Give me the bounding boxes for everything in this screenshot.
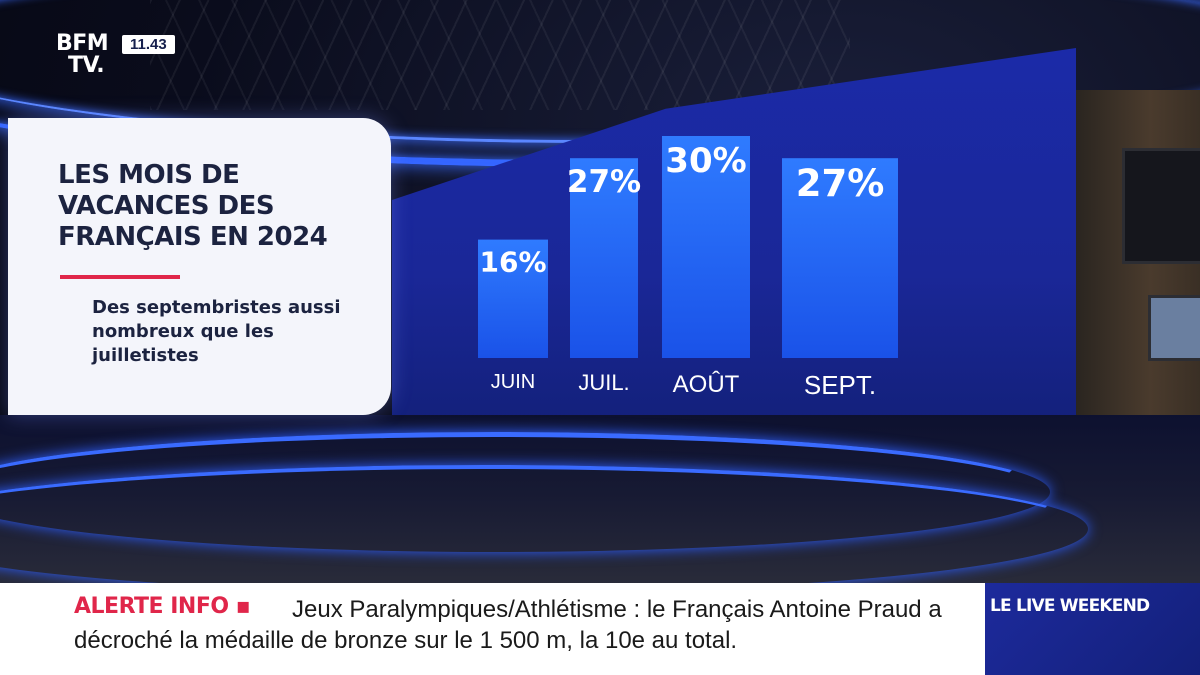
news-ticker <box>0 583 985 675</box>
bar-value-label: 27% <box>567 164 641 200</box>
ticker-headline: Jeux Paralympiques/Athlétisme : le Franç… <box>74 596 942 654</box>
bfmtv-logo: BFM TV. <box>56 31 109 78</box>
program-badge <box>985 583 1200 675</box>
alert-label: ALERTE INFO ▪ <box>74 594 251 619</box>
title-panel <box>8 118 391 415</box>
category-label: JUIN <box>491 371 535 393</box>
floor-neon-ring <box>0 432 1050 552</box>
category-label: SEPT. <box>804 370 876 400</box>
broadcast-clock: 11.43 <box>122 35 175 54</box>
floor-neon-ring-outer <box>0 465 1088 593</box>
category-label: JUIL. <box>578 370 629 395</box>
bar-juil <box>570 158 638 358</box>
studio-monitor-small <box>1148 295 1200 361</box>
bar-août <box>662 136 750 358</box>
bar-value-label: 30% <box>665 141 746 181</box>
bar-sept <box>782 158 898 358</box>
bar-value-label: 16% <box>479 246 546 279</box>
category-label: AOÛT <box>673 370 740 398</box>
chart-subtitle: Des septembristes aussi nombreux que les… <box>92 297 341 366</box>
program-label: LE LIVE WEEKEND <box>990 596 1150 616</box>
bar-chart: 16% JUIN 27% JUIL. 30% AOÛT 27% SEPT. <box>478 136 898 400</box>
bar-juin <box>478 239 548 358</box>
logo-line-1: BFM <box>56 31 109 56</box>
studio-monitor <box>1122 148 1200 264</box>
bar-value-label: 27% <box>796 162 885 205</box>
logo-line-2: TV. <box>68 53 105 78</box>
title-underline <box>60 275 180 279</box>
chart-title: Les mois de vacances des Français en 202… <box>58 160 328 252</box>
